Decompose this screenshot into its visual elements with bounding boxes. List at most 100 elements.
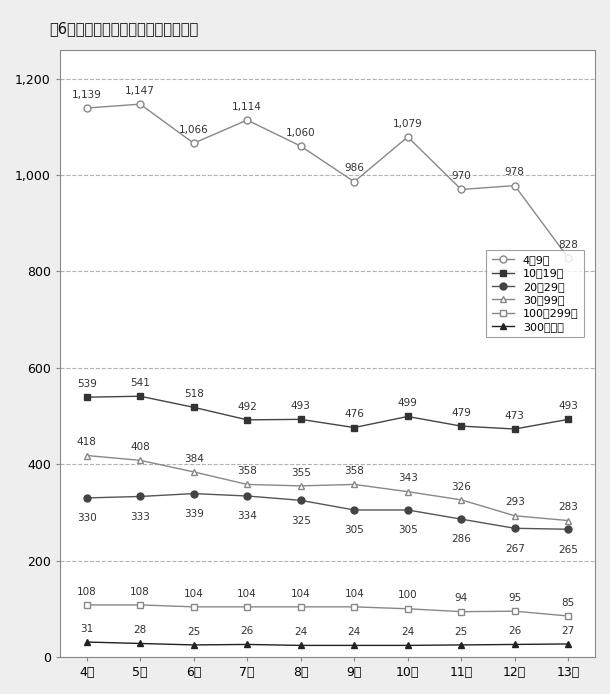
Text: 104: 104	[344, 589, 364, 598]
Text: 108: 108	[131, 586, 150, 597]
300人以上	[190, 641, 198, 649]
Line: 100～299人: 100～299人	[83, 602, 572, 620]
4～9人	[565, 254, 572, 262]
4～9人	[511, 181, 518, 189]
Text: 330: 330	[77, 513, 96, 523]
10～19人	[565, 415, 572, 423]
300人以上	[137, 639, 144, 648]
Text: 986: 986	[344, 163, 364, 174]
10～19人	[190, 403, 198, 412]
30～99人	[458, 496, 465, 504]
30～99人	[404, 487, 411, 496]
Text: 27: 27	[562, 625, 575, 636]
300人以上	[243, 641, 251, 649]
Line: 10～19人: 10～19人	[83, 393, 572, 432]
Line: 4～9人: 4～9人	[83, 101, 572, 262]
10～19人	[243, 416, 251, 424]
Text: 358: 358	[344, 466, 364, 476]
100～299人	[511, 607, 518, 616]
Text: 104: 104	[184, 589, 204, 598]
Text: 1,079: 1,079	[393, 119, 423, 128]
30～99人	[83, 451, 90, 459]
10～19人	[137, 392, 144, 400]
100～299人	[404, 604, 411, 613]
20～29人	[243, 492, 251, 500]
Text: 305: 305	[398, 525, 418, 535]
100～299人	[243, 602, 251, 611]
Text: 355: 355	[291, 468, 310, 477]
30～99人	[243, 480, 251, 489]
10～19人	[458, 422, 465, 430]
10～19人	[297, 415, 304, 423]
Text: 1,139: 1,139	[72, 90, 102, 100]
300人以上	[297, 641, 304, 650]
100～299人	[458, 607, 465, 616]
Text: 539: 539	[77, 379, 96, 389]
30～99人	[297, 482, 304, 490]
Text: 94: 94	[454, 593, 468, 603]
Text: 283: 283	[558, 502, 578, 512]
Text: 476: 476	[344, 409, 364, 419]
20～29人	[190, 489, 198, 498]
Text: 325: 325	[291, 516, 310, 525]
4～9人	[190, 139, 198, 147]
Text: 978: 978	[505, 167, 525, 177]
Text: 339: 339	[184, 509, 204, 519]
Text: 108: 108	[77, 586, 96, 597]
Text: 31: 31	[80, 624, 93, 634]
Text: 265: 265	[558, 545, 578, 555]
Text: 541: 541	[130, 378, 150, 388]
20～29人	[458, 515, 465, 523]
100～299人	[190, 602, 198, 611]
4～9人	[83, 104, 90, 112]
4～9人	[404, 133, 411, 141]
Text: 326: 326	[451, 482, 471, 491]
Text: 492: 492	[237, 402, 257, 412]
Text: 384: 384	[184, 454, 204, 464]
Text: 333: 333	[130, 511, 150, 522]
Text: 473: 473	[505, 411, 525, 421]
Line: 30～99人: 30～99人	[83, 452, 572, 524]
300人以上	[404, 641, 411, 650]
Text: 418: 418	[77, 437, 96, 447]
10～19人	[351, 423, 358, 432]
4～9人	[137, 100, 144, 108]
20～29人	[404, 506, 411, 514]
100～299人	[83, 601, 90, 609]
Text: 100: 100	[398, 591, 417, 600]
Legend: 4～9人, 10～19人, 20～29人, 30～99人, 100～299人, 300人以上: 4～9人, 10～19人, 20～29人, 30～99人, 100～299人, …	[486, 250, 584, 337]
Text: 26: 26	[508, 626, 522, 636]
Text: 1,147: 1,147	[125, 86, 155, 96]
4～9人	[351, 178, 358, 186]
300人以上	[565, 640, 572, 648]
Text: 1,114: 1,114	[232, 102, 262, 112]
Text: 104: 104	[237, 589, 257, 598]
4～9人	[458, 185, 465, 194]
Text: 24: 24	[294, 627, 307, 637]
Text: 25: 25	[187, 627, 200, 636]
Text: 28: 28	[134, 625, 147, 635]
Text: 493: 493	[291, 401, 310, 411]
Text: 286: 286	[451, 534, 471, 544]
Line: 300人以上: 300人以上	[83, 638, 572, 649]
100～299人	[137, 601, 144, 609]
20～29人	[137, 492, 144, 500]
Text: 499: 499	[398, 398, 418, 408]
Text: 26: 26	[240, 626, 254, 636]
Text: 479: 479	[451, 408, 471, 418]
Text: 1,060: 1,060	[286, 128, 315, 138]
100～299人	[351, 602, 358, 611]
Text: 343: 343	[398, 473, 418, 483]
Text: 24: 24	[401, 627, 414, 637]
Text: 85: 85	[562, 598, 575, 608]
20～29人	[511, 524, 518, 532]
100～299人	[565, 612, 572, 620]
Line: 20～29人: 20～29人	[83, 490, 572, 533]
Text: 828: 828	[558, 239, 578, 250]
Text: 267: 267	[505, 543, 525, 554]
Text: 334: 334	[237, 511, 257, 521]
Text: 25: 25	[454, 627, 468, 636]
100～299人	[297, 602, 304, 611]
Text: 305: 305	[344, 525, 364, 535]
Text: 970: 970	[451, 171, 471, 181]
